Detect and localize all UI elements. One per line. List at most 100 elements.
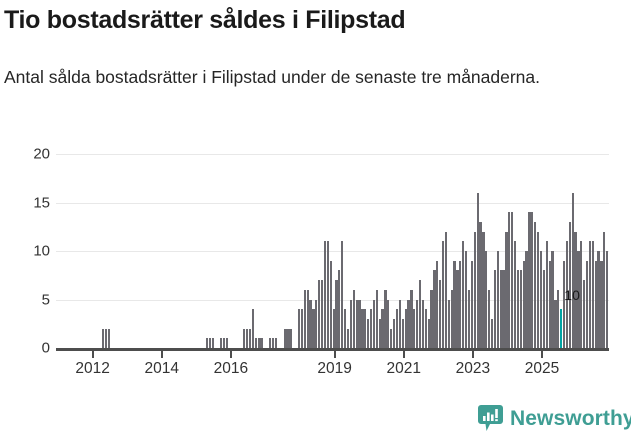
x-axis-tick-mark bbox=[471, 351, 474, 358]
bar bbox=[594, 260, 597, 348]
bar bbox=[378, 318, 381, 348]
bar bbox=[536, 231, 540, 348]
bar bbox=[283, 328, 286, 348]
bar bbox=[297, 309, 301, 348]
bar bbox=[223, 338, 226, 348]
bar bbox=[424, 309, 427, 348]
bar-highlighted bbox=[560, 309, 563, 348]
x-axis-tick-label: 2019 bbox=[317, 360, 352, 377]
bar bbox=[421, 299, 425, 348]
y-axis-ticks: 0 5 10 15 20 bbox=[0, 146, 50, 357]
bar-chart-speech-bubble-icon bbox=[478, 405, 503, 432]
bar bbox=[323, 241, 327, 348]
bar bbox=[502, 270, 505, 348]
bar bbox=[441, 241, 445, 348]
bar bbox=[557, 289, 560, 348]
newsworthy-logo[interactable]: Newsworthy bbox=[478, 405, 631, 432]
bar bbox=[505, 231, 508, 348]
bar bbox=[467, 289, 471, 348]
bar bbox=[274, 338, 278, 348]
bar bbox=[225, 338, 229, 348]
bar bbox=[585, 260, 589, 348]
bar bbox=[205, 338, 208, 348]
bar bbox=[286, 328, 289, 348]
bar bbox=[364, 309, 367, 348]
bar bbox=[289, 328, 292, 348]
bar bbox=[511, 212, 514, 348]
bar bbox=[312, 309, 315, 348]
bar bbox=[395, 309, 399, 348]
bar-chart: 0 5 10 15 20 10 2012 2014 2016 2019 2021 2023 2025 bbox=[0, 140, 631, 395]
page-title: Tio bostadsrätter såldes i Filipstad bbox=[4, 6, 406, 34]
x-axis-tick-mark bbox=[91, 351, 94, 358]
bar bbox=[606, 251, 609, 348]
bar bbox=[404, 309, 407, 348]
bar bbox=[102, 328, 105, 348]
bar bbox=[248, 328, 252, 348]
x-axis-line bbox=[56, 348, 609, 351]
bar bbox=[545, 241, 548, 348]
bar bbox=[499, 270, 502, 348]
bar bbox=[269, 338, 272, 348]
bar bbox=[390, 328, 393, 348]
bar bbox=[326, 241, 329, 348]
bar bbox=[528, 212, 531, 348]
bar bbox=[456, 270, 459, 348]
bar bbox=[107, 328, 111, 348]
bar bbox=[246, 328, 249, 348]
bar bbox=[306, 289, 309, 348]
gridline bbox=[56, 202, 609, 204]
bar bbox=[410, 289, 413, 348]
bar bbox=[384, 289, 387, 348]
plot-area: 10 bbox=[56, 154, 609, 348]
bar bbox=[260, 338, 263, 348]
bar bbox=[401, 318, 404, 348]
bar bbox=[554, 299, 557, 348]
bar bbox=[574, 231, 577, 348]
bar bbox=[519, 270, 522, 348]
bar bbox=[361, 309, 364, 348]
bar bbox=[309, 299, 312, 348]
bar bbox=[436, 260, 439, 348]
bar bbox=[251, 309, 255, 348]
bar bbox=[464, 251, 468, 348]
bar bbox=[416, 299, 419, 348]
bar bbox=[539, 251, 543, 348]
bar bbox=[254, 338, 257, 348]
bar bbox=[516, 270, 520, 348]
bar bbox=[349, 299, 353, 348]
y-axis-tick-label: 0 bbox=[41, 339, 50, 357]
bar bbox=[551, 251, 554, 348]
x-axis-tick-mark bbox=[540, 351, 543, 358]
bar-value-label: 10 bbox=[564, 287, 580, 304]
bar bbox=[439, 280, 442, 348]
x-axis-tick-mark bbox=[229, 351, 232, 358]
gridline bbox=[56, 299, 609, 301]
bar bbox=[104, 328, 108, 348]
bar bbox=[375, 289, 378, 348]
x-axis-tick-label: 2012 bbox=[75, 360, 110, 377]
bar bbox=[490, 318, 494, 348]
x-axis-tick-mark bbox=[160, 351, 163, 358]
bar bbox=[272, 338, 275, 348]
bar bbox=[300, 309, 304, 348]
y-axis-tick-label: 10 bbox=[33, 242, 50, 260]
bar bbox=[329, 260, 332, 348]
bar bbox=[358, 299, 361, 348]
bar bbox=[571, 192, 574, 348]
gridline bbox=[56, 251, 609, 252]
bar bbox=[427, 318, 430, 348]
bar bbox=[577, 251, 580, 348]
bar bbox=[525, 251, 528, 348]
x-axis-tick-mark bbox=[402, 351, 405, 358]
bar bbox=[381, 309, 384, 348]
bar bbox=[522, 260, 525, 348]
bar bbox=[548, 260, 551, 348]
bar bbox=[493, 270, 497, 348]
bar bbox=[243, 328, 246, 348]
x-axis-tick-label: 2025 bbox=[524, 360, 560, 377]
bar bbox=[600, 260, 603, 348]
bar bbox=[470, 260, 473, 348]
bar bbox=[450, 289, 453, 348]
